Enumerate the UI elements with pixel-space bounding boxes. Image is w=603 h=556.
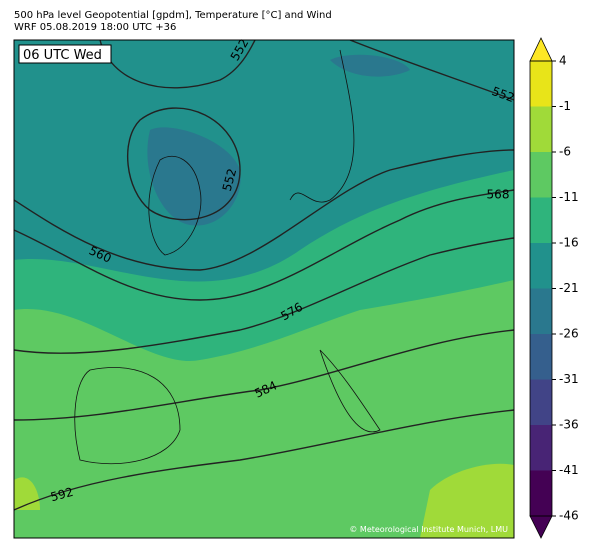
coastlines xyxy=(74,49,381,465)
field xyxy=(147,127,241,226)
colorbar-extend-bottom xyxy=(529,515,553,539)
subtitle: WRF 05.08.2019 18:00 UTC +36 xyxy=(14,22,176,33)
field xyxy=(420,463,514,538)
field xyxy=(330,54,410,77)
colorbar-tick-label: 4 xyxy=(559,54,567,68)
time-box xyxy=(18,44,112,64)
colorbar-segment xyxy=(530,243,552,289)
contour-label: 552 xyxy=(220,167,239,193)
time-label: 06 UTC Wed xyxy=(23,48,102,63)
colorbar-tick-label: -21 xyxy=(559,281,579,295)
colorbar-segment xyxy=(530,425,552,471)
colorbar-tick-label: -46 xyxy=(559,509,579,523)
credit: © Meteorological Institute Munich, LMU xyxy=(349,525,508,534)
colorbar-tick-label: -16 xyxy=(559,236,579,250)
colorbar-segment xyxy=(530,334,552,380)
contours xyxy=(14,40,514,511)
contour-label: 568 xyxy=(487,188,510,202)
contour-label: 592 xyxy=(49,485,75,504)
title: 500 hPa level Geopotential [gpdm], Tempe… xyxy=(14,10,332,21)
colorbar-tick-label: -11 xyxy=(559,190,579,204)
colorbar-segment xyxy=(530,152,552,198)
colorbar-segment xyxy=(530,470,552,516)
colorbar-tick-label: -36 xyxy=(559,418,579,432)
colorbar-segment xyxy=(530,197,552,243)
map-frame xyxy=(13,39,515,539)
colorbar-extend-top xyxy=(529,37,553,62)
map xyxy=(14,40,514,538)
colorbar-segment xyxy=(530,379,552,425)
colorbar-tick-label: -31 xyxy=(559,372,579,386)
colorbar-segment xyxy=(530,288,552,334)
colorbar-tick-label: -26 xyxy=(559,327,579,341)
colorbar-tick-label: -41 xyxy=(559,463,579,477)
field xyxy=(14,280,514,538)
colorbar-tick-label: -6 xyxy=(559,145,571,159)
colorbar-tick-label: -1 xyxy=(559,99,571,113)
colorbar-segment xyxy=(530,61,552,107)
colorbar-segment xyxy=(530,106,552,152)
